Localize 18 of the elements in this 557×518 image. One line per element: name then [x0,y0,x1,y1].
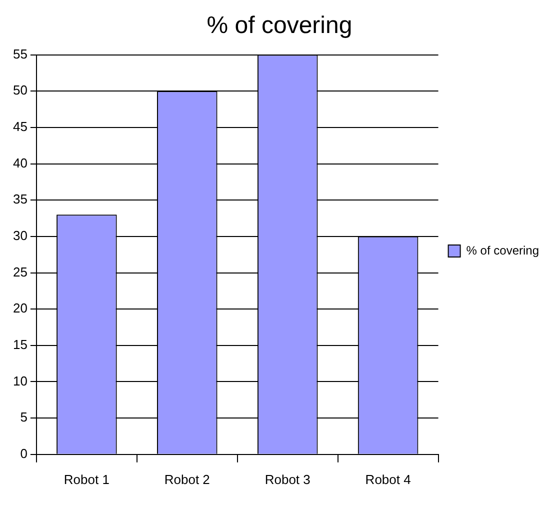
x-tick-label: Robot 3 [264,472,310,487]
x-tick-label: Robot 1 [64,472,110,487]
y-tick-label: 35 [12,192,28,207]
y-tick-label: 25 [12,264,28,280]
y-tick-label: 20 [12,300,28,316]
y-tick-label: 40 [12,155,28,170]
y-tick-label: 15 [12,336,28,352]
y-tick-label: 45 [12,119,28,134]
x-tick-label: Robot 2 [164,472,210,487]
x-tick-label: Robot 4 [365,472,411,487]
y-tick-label: 10 [12,373,28,388]
chart-title: % of covering [206,12,352,40]
y-tick-label: 0 [20,446,28,461]
y-tick-label: 50 [12,82,28,98]
y-tick-label: 30 [12,228,28,244]
y-tick-label: 5 [20,410,28,425]
y-tick-label: 55 [12,46,28,62]
legend-label: % of covering [466,243,539,258]
